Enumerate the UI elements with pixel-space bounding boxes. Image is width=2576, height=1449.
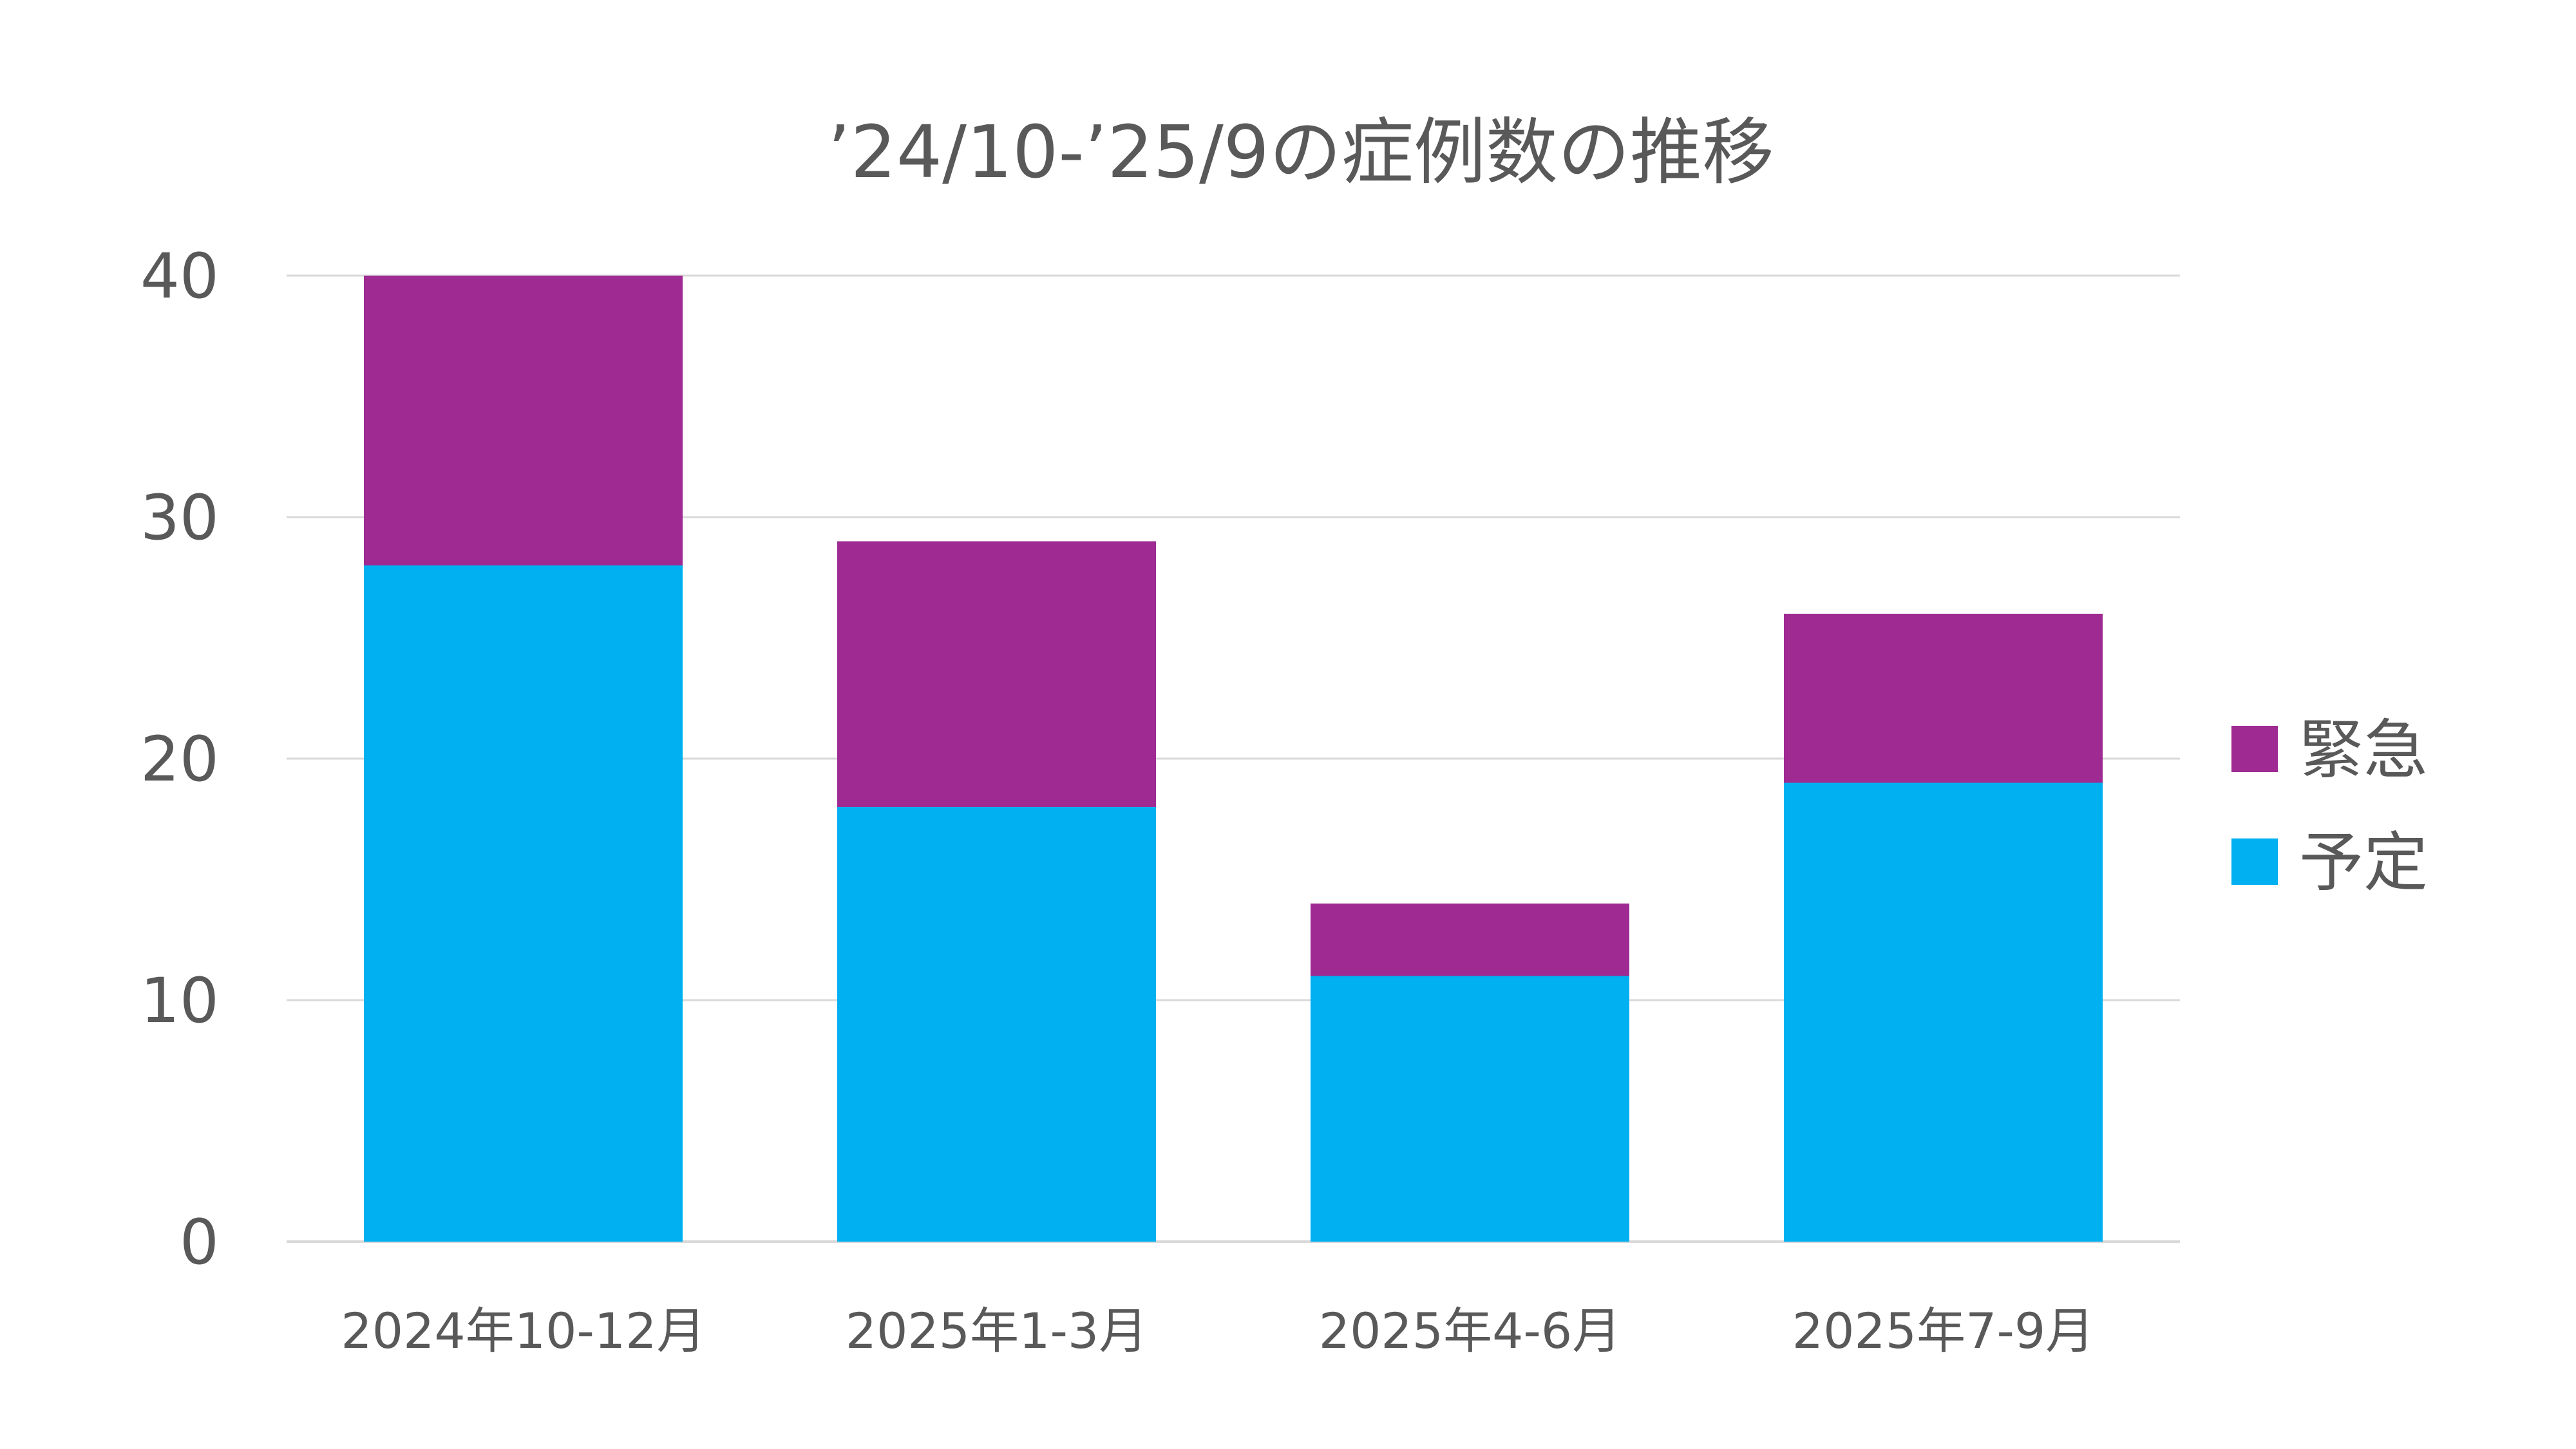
x-tick-label: 2025年7-9月 [1792,1302,2095,1359]
x-tick-label: 2025年1-3月 [846,1302,1148,1359]
legend-swatch [2231,838,2278,885]
y-axis: 0 10 20 30 40 [140,240,219,1278]
y-tick-label: 30 [140,482,219,554]
x-tick-label: 2025年4-6月 [1319,1302,1622,1359]
bars-layer [364,276,2103,1242]
bar-予定 [1784,782,2103,1242]
y-tick-label: 40 [140,240,219,312]
bar-予定 [837,807,1156,1242]
bar-予定 [364,565,683,1242]
bar-予定 [1311,976,1629,1242]
legend-swatch [2231,726,2278,772]
bar-緊急 [1784,614,2103,783]
bar-緊急 [837,541,1156,807]
legend-label: 予定 [2299,825,2428,900]
bar-緊急 [1311,904,1629,976]
bar-緊急 [364,276,683,565]
legend-label: 緊急 [2299,712,2428,788]
y-tick-label: 0 [180,1206,219,1278]
chart-title: ’24/10-’25/9の症例数の推移 [828,111,1774,194]
x-axis: 2024年10-12月 2025年1-3月 2025年4-6月 2025年7-9月 [341,1302,2094,1359]
y-tick-label: 20 [140,723,219,795]
y-tick-label: 10 [140,965,219,1037]
x-tick-label: 2024年10-12月 [341,1302,705,1359]
